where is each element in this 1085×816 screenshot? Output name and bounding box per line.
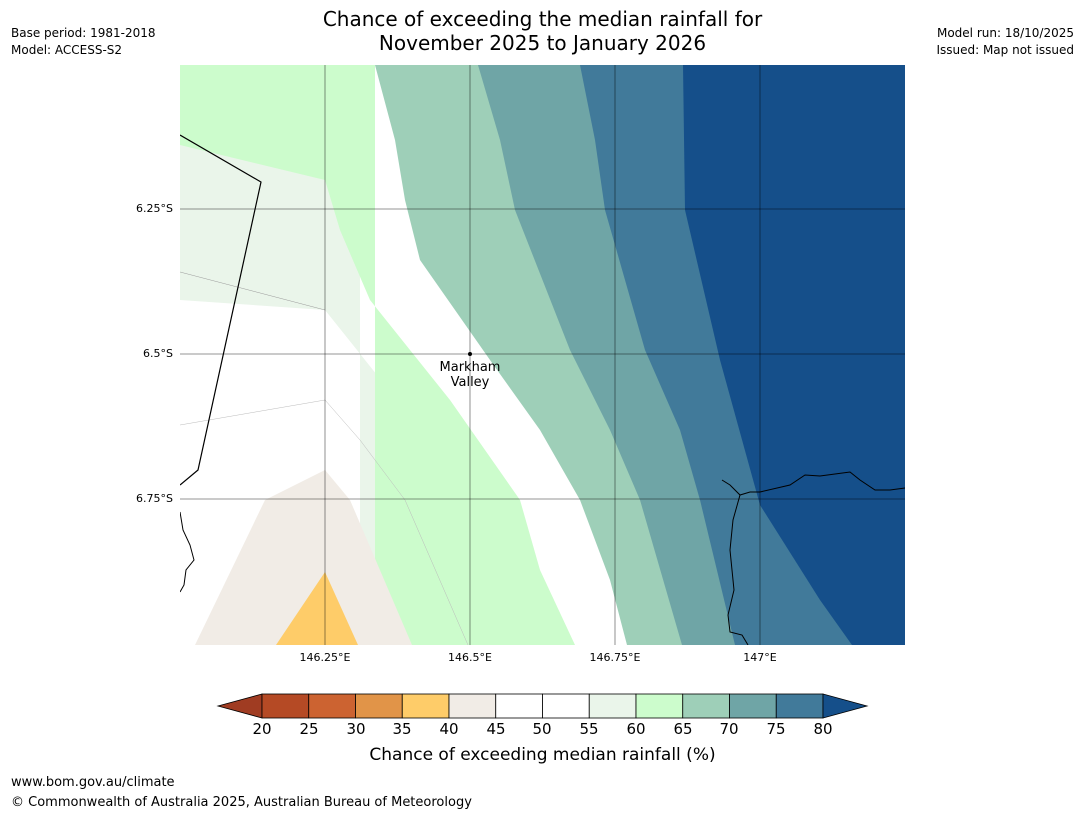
coastline-river bbox=[727, 494, 749, 645]
colorbar-cell bbox=[261, 693, 310, 719]
cb-tick: 65 bbox=[673, 720, 693, 738]
cb-tick: 25 bbox=[299, 720, 319, 738]
graticule bbox=[180, 65, 905, 645]
cb-tick: 75 bbox=[766, 720, 786, 738]
colorbar-cell bbox=[588, 693, 637, 719]
colorbar-cell bbox=[355, 693, 403, 719]
colorbar-cell bbox=[495, 693, 543, 719]
lon-label-14625: 146.25°E bbox=[299, 651, 351, 664]
title-line-1: Chance of exceeding the median rainfall … bbox=[322, 7, 763, 31]
footer-copyright: © Commonwealth of Australia 2025, Austra… bbox=[11, 795, 472, 810]
place-name-line-2: Valley bbox=[450, 375, 490, 390]
cb-tick: 80 bbox=[813, 720, 833, 738]
base-period: Base period: 1981-2018 bbox=[11, 26, 156, 40]
lat-label-675: 6.75°S bbox=[136, 492, 173, 505]
band-60-65 bbox=[180, 65, 575, 645]
cb-tick: 45 bbox=[486, 720, 506, 738]
colorbar-cell bbox=[729, 693, 777, 719]
colorbar-cell bbox=[682, 693, 730, 719]
cb-tick: 55 bbox=[579, 720, 599, 738]
lon-label-1465: 146.5°E bbox=[448, 651, 492, 664]
header-meta-left: Base period: 1981-2018 Model: ACCESS-S2 bbox=[11, 25, 156, 59]
colorbar-extend-low bbox=[216, 693, 263, 719]
place-marker bbox=[468, 352, 472, 356]
map-title: Chance of exceeding the median rainfall … bbox=[0, 7, 1085, 55]
cb-tick: 40 bbox=[439, 720, 459, 738]
band-40-45 bbox=[195, 470, 412, 645]
cb-tick: 30 bbox=[346, 720, 366, 738]
place-name-line-1: Markham bbox=[439, 360, 501, 375]
footer-url: www.bom.gov.au/climate bbox=[11, 775, 175, 790]
band-80-plus bbox=[683, 65, 905, 645]
border-line bbox=[180, 134, 262, 486]
coastline-west bbox=[180, 511, 195, 593]
cb-tick: 50 bbox=[532, 720, 552, 738]
cb-tick: 70 bbox=[719, 720, 739, 738]
colorbar-cell bbox=[635, 693, 684, 719]
colorbar-extend-high bbox=[822, 693, 869, 719]
colorbar-cell bbox=[401, 693, 450, 719]
rainfall-contours bbox=[180, 65, 905, 645]
colorbar-cell bbox=[542, 693, 590, 719]
coastline-east bbox=[721, 471, 905, 496]
cb-tick: 35 bbox=[392, 720, 412, 738]
cb-tick: 60 bbox=[626, 720, 646, 738]
colorbar-label: Chance of exceeding median rainfall (%) bbox=[369, 745, 716, 765]
model-name: Model: ACCESS-S2 bbox=[11, 43, 123, 57]
place-label-markham-valley: Markham Valley bbox=[420, 360, 520, 390]
colorbar bbox=[216, 693, 869, 719]
lon-label-14675: 146.75°E bbox=[589, 651, 641, 664]
issued-status: Issued: Map not issued bbox=[936, 43, 1074, 57]
colorbar-cell bbox=[775, 693, 824, 719]
title-line-2: November 2025 to January 2026 bbox=[378, 31, 707, 55]
band-35-40 bbox=[276, 572, 358, 645]
lon-label-147: 147°E bbox=[743, 651, 777, 664]
header-meta-right: Model run: 18/10/2025 Issued: Map not is… bbox=[936, 25, 1074, 59]
lat-label-65: 6.5°S bbox=[143, 347, 173, 360]
model-run: Model run: 18/10/2025 bbox=[936, 26, 1074, 40]
cb-tick: 20 bbox=[252, 720, 272, 738]
colorbar-cell bbox=[448, 693, 497, 719]
lat-label-625: 6.25°S bbox=[136, 202, 173, 215]
colorbar-cell bbox=[308, 693, 356, 719]
